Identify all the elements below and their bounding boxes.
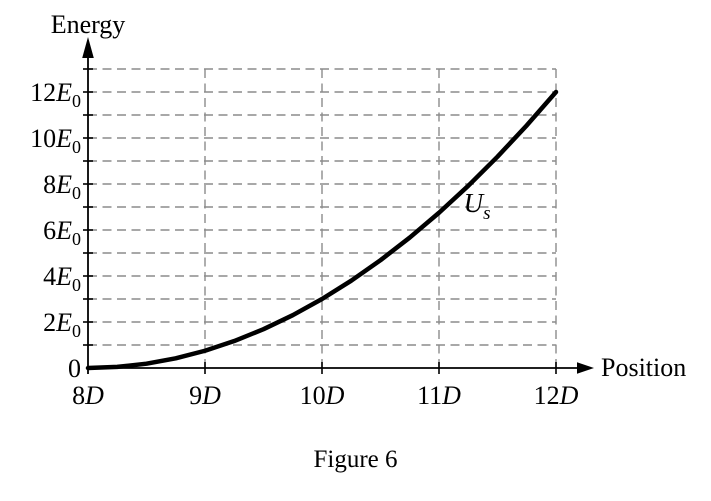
y-tick-label-12: 12E0 bbox=[30, 78, 81, 111]
curve-label: Us bbox=[464, 188, 491, 224]
x-tick-label-9: 9D bbox=[189, 381, 221, 410]
y-tick-label-8: 8E0 bbox=[43, 170, 81, 203]
x-tick-label-8: 8D bbox=[72, 381, 104, 410]
y-tick-label-0: 0 bbox=[68, 354, 81, 383]
x-tick-label-12: 12D bbox=[534, 381, 579, 410]
x-axis-arrowhead bbox=[577, 362, 594, 374]
x-tick-label-10: 10D bbox=[300, 381, 345, 410]
x-tick-label-11: 11D bbox=[417, 381, 461, 410]
x-axis-title: Position bbox=[601, 353, 686, 382]
figure-caption: Figure 6 bbox=[313, 446, 398, 473]
y-axis-arrowhead bbox=[82, 37, 94, 58]
potential-energy-curve bbox=[85, 89, 559, 371]
y-tick-label-2: 2E0 bbox=[43, 308, 81, 341]
energy-position-chart: 0 2E0 4E0 6E0 8E0 10E0 12E0 8D 9D 10D 11D 12D Energy… bbox=[30, 10, 686, 410]
y-tick-label-10: 10E0 bbox=[30, 124, 81, 157]
y-tick-label-4: 4E0 bbox=[43, 262, 81, 295]
y-axis-title: Energy bbox=[51, 10, 126, 39]
y-tick-label-6: 6E0 bbox=[43, 216, 81, 249]
